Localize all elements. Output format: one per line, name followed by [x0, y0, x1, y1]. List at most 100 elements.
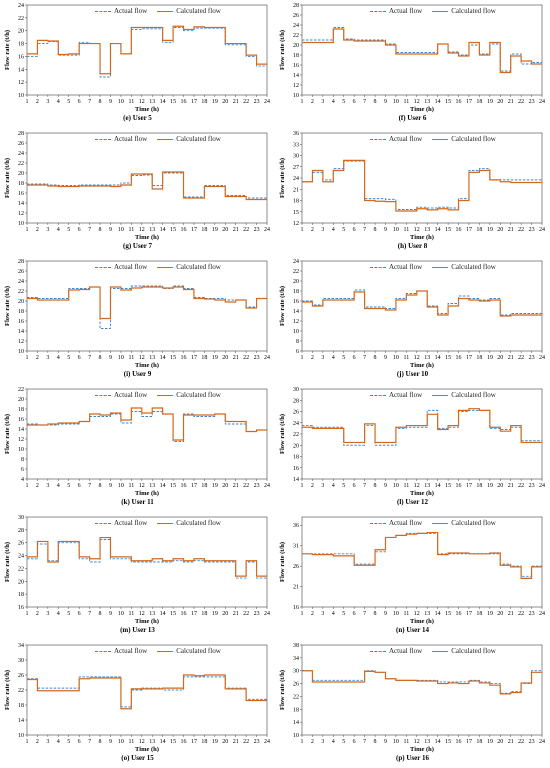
- x-tick-label: 14: [435, 355, 441, 361]
- plot-frame: [301, 644, 543, 736]
- y-axis-title: Flow rate (t/h): [4, 542, 11, 582]
- x-tick-label: 23: [529, 483, 535, 489]
- legend-item-actual: Actual flow: [370, 7, 422, 15]
- x-tick-label: 4: [332, 611, 335, 617]
- x-tick-label: 15: [170, 483, 176, 489]
- x-tick-label: 4: [57, 99, 60, 105]
- x-tick-label: 15: [170, 355, 176, 361]
- x-tick-label: 2: [311, 227, 314, 233]
- series-actual-flow: [302, 27, 542, 72]
- x-tick-label: 23: [254, 99, 260, 105]
- legend-item-actual: Actual flow: [95, 647, 147, 655]
- x-tick-label: 16: [181, 483, 187, 489]
- x-tick-label: 19: [487, 611, 493, 617]
- series-calculated-flow: [27, 25, 267, 75]
- x-tick-label: 1: [301, 355, 304, 361]
- legend-swatch-actual: [370, 522, 386, 524]
- x-tick-label: 5: [342, 355, 345, 361]
- y-tick-label: 22: [18, 387, 24, 393]
- x-tick-label: 2: [36, 355, 39, 361]
- x-tick-label: 7: [88, 355, 91, 361]
- legend-item-calculated: Calculated flow: [432, 519, 496, 527]
- x-tick-label: 6: [353, 99, 356, 105]
- x-tick-label: 23: [529, 739, 535, 745]
- y-tick-label: 30: [293, 669, 299, 675]
- x-tick-label: 21: [233, 355, 239, 361]
- x-tick-label: 18: [201, 483, 207, 489]
- legend-swatch-actual: [95, 10, 111, 12]
- x-tick-label: 7: [363, 227, 366, 233]
- legend-label-calculated: Calculated flow: [451, 519, 496, 527]
- legend-swatch-calculated: [157, 394, 174, 396]
- series-actual-flow: [27, 539, 267, 579]
- x-tick-label: 19: [487, 99, 493, 105]
- x-tick-label: 11: [403, 739, 409, 745]
- legend-item-calculated: Calculated flow: [432, 647, 496, 655]
- x-tick-label: 14: [435, 611, 441, 617]
- x-tick-label: 12: [139, 483, 145, 489]
- y-tick-label: 16: [293, 605, 299, 611]
- x-tick-label: 18: [201, 739, 207, 745]
- y-tick-label: 22: [18, 16, 24, 22]
- x-tick-label: 20: [222, 611, 228, 617]
- x-tick-label: 3: [321, 611, 324, 617]
- x-tick-label: 2: [311, 355, 314, 361]
- x-tick-label: 15: [445, 483, 451, 489]
- series-actual-flow: [302, 532, 542, 577]
- x-axis-title: Time (h): [135, 362, 159, 369]
- legend-label-calculated: Calculated flow: [176, 263, 221, 271]
- y-axis-title: Flow rate (t/h): [279, 670, 286, 710]
- y-tick-label: 10: [18, 93, 24, 99]
- series-calculated-flow: [27, 674, 267, 710]
- x-tick-label: 14: [435, 227, 441, 233]
- x-tick-label: 21: [508, 227, 514, 233]
- x-tick-label: 19: [487, 227, 493, 233]
- x-tick-label: 12: [414, 483, 420, 489]
- legend-item-calculated: Calculated flow: [432, 135, 496, 143]
- x-tick-label: 16: [181, 739, 187, 745]
- y-tick-label: 24: [18, 279, 24, 285]
- y-tick-label: 14: [18, 427, 24, 433]
- legend-swatch-calculated: [432, 266, 449, 268]
- x-tick-label: 3: [321, 483, 324, 489]
- chart-user-e: 10 12 14 16 18 20 22 24 1 2 3 4 5 6 7 8 9 10 11 12 13 14 15 16 1…: [0, 0, 275, 128]
- x-tick-label: 21: [508, 99, 514, 105]
- x-tick-label: 10: [118, 611, 124, 617]
- x-tick-label: 4: [57, 739, 60, 745]
- x-tick-label: 3: [321, 99, 324, 105]
- chart-user-f: 10 12 14 16 18 20 22 24 26 28 1 2 3 4 5 6 7 8 9 10 11 12 13 14 1…: [275, 0, 550, 128]
- x-tick-label: 17: [191, 227, 197, 233]
- y-tick-label: 18: [18, 309, 24, 315]
- series-calculated-flow: [302, 159, 542, 212]
- x-tick-label: 3: [46, 483, 49, 489]
- x-tick-label: 15: [445, 611, 451, 617]
- y-tick-label: 12: [18, 211, 24, 217]
- legend-label-calculated: Calculated flow: [451, 7, 496, 15]
- x-tick-label: 15: [170, 611, 176, 617]
- legend-item-calculated: Calculated flow: [157, 647, 221, 655]
- y-tick-label: 26: [18, 269, 24, 275]
- x-tick-label: 10: [393, 739, 399, 745]
- x-tick-label: 24: [264, 99, 270, 105]
- y-tick-label: 20: [18, 397, 24, 403]
- legend-item-actual: Actual flow: [370, 519, 422, 527]
- x-axis-title: Time (h): [135, 618, 159, 625]
- y-tick-label: 38: [293, 643, 299, 649]
- x-tick-label: 1: [26, 227, 29, 233]
- plot-frame: [26, 388, 268, 480]
- series-actual-flow: [27, 285, 267, 329]
- y-tick-label: 20: [18, 171, 24, 177]
- x-tick-label: 16: [181, 611, 187, 617]
- x-tick-label: 1: [26, 355, 29, 361]
- y-tick-label: 22: [18, 161, 24, 167]
- x-tick-label: 6: [353, 739, 356, 745]
- x-tick-label: 22: [243, 99, 249, 105]
- plot-frame: [301, 516, 543, 608]
- x-tick-label: 23: [529, 611, 535, 617]
- x-tick-label: 4: [332, 739, 335, 745]
